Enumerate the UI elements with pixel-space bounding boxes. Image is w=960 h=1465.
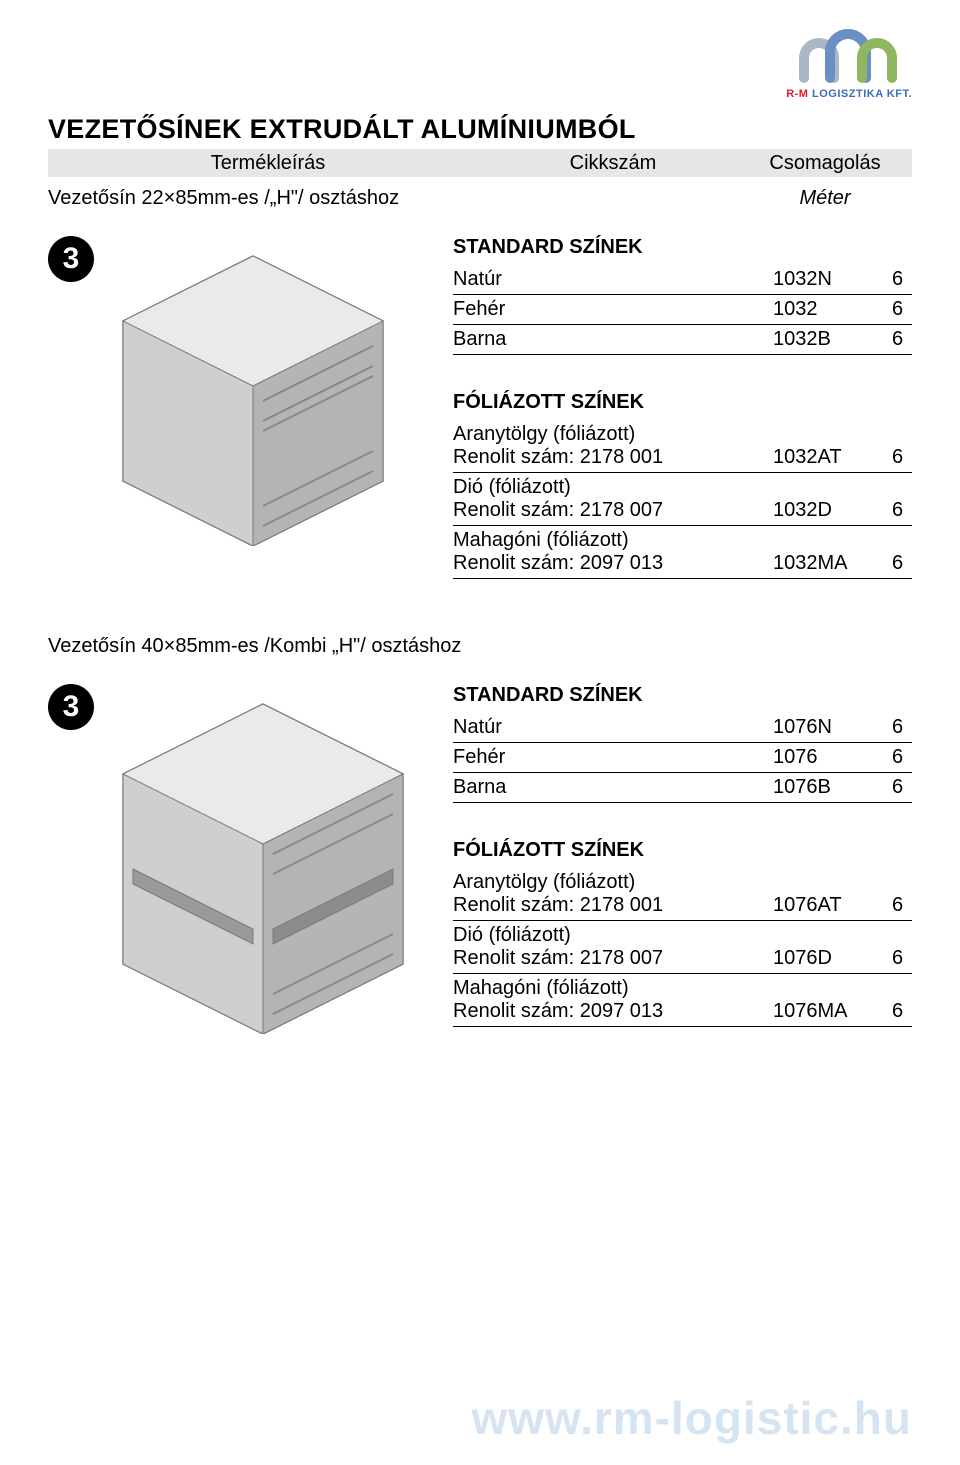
- table-row: Renolit szám: 2097 0131076MA6: [453, 1000, 912, 1027]
- section1-subtitle-row: Vezetősín 22×85mm-es /„H"/ osztáshoz Mét…: [48, 187, 912, 210]
- table-row: Aranytölgy (fóliázott): [453, 420, 912, 446]
- section2-subtitle: Vezetősín 40×85mm-es /Kombi „H"/ osztásh…: [48, 635, 912, 658]
- col-header-pack: Csomagolás: [738, 152, 912, 175]
- table-row: Natúr1076N6: [453, 713, 912, 743]
- sec1-foliated-table: Aranytölgy (fóliázott) Renolit szám: 217…: [453, 420, 912, 579]
- col-header-code: Cikkszám: [488, 152, 738, 175]
- page-title: VEZETŐSÍNEK EXTRUDÁLT ALUMÍNIUMBÓL: [48, 114, 912, 145]
- section1-subtitle: Vezetősín 22×85mm-es /„H"/ osztáshoz: [48, 187, 738, 210]
- company-logo: R-M LOGISZTIKA KFT.: [786, 18, 912, 100]
- table-row: Fehér10326: [453, 295, 912, 325]
- table-row: Dió (fóliázott): [453, 921, 912, 948]
- sec2-foliated-title: FÓLIÁZOTT SZÍNEK: [453, 839, 912, 862]
- table-row: Mahagóni (fóliázott): [453, 526, 912, 553]
- sec2-standard-title: STANDARD SZÍNEK: [453, 684, 912, 707]
- logo-icon: [794, 18, 904, 86]
- logo-text-red: R-M: [786, 88, 808, 100]
- watermark-url: www.rm-logistic.hu: [471, 1391, 912, 1445]
- sec2-standard-table: Natúr1076N6 Fehér10766 Barna1076B6: [453, 713, 912, 803]
- logo-text: R-M LOGISZTIKA KFT.: [786, 88, 912, 100]
- section1-unit: Méter: [738, 187, 912, 210]
- table-row: Mahagóni (fóliázott): [453, 974, 912, 1001]
- section1: 3 STANDARD SZÍ: [48, 236, 912, 579]
- table-row: Renolit szám: 2097 0131032MA6: [453, 552, 912, 579]
- logo-text-blue: LOGISZTIKA KFT.: [808, 88, 912, 100]
- table-row: Fehér10766: [453, 743, 912, 773]
- col-header-desc: Termékleírás: [48, 152, 488, 175]
- sec1-standard-table: Natúr1032N6 Fehér10326 Barna1032B6: [453, 265, 912, 355]
- profile-illustration-2: [103, 694, 453, 1039]
- table-row: Aranytölgy (fóliázott): [453, 868, 912, 894]
- profile-illustration-1: [103, 246, 453, 551]
- section2: 3 STA: [48, 684, 912, 1039]
- section1-badge: 3: [48, 236, 94, 282]
- sec1-foliated-title: FÓLIÁZOTT SZÍNEK: [453, 391, 912, 414]
- sec2-foliated-table: Aranytölgy (fóliázott) Renolit szám: 217…: [453, 868, 912, 1027]
- section2-badge: 3: [48, 684, 94, 730]
- table-row: Barna1076B6: [453, 773, 912, 803]
- table-row: Renolit szám: 2178 0011076AT6: [453, 894, 912, 921]
- table-row: Renolit szám: 2178 0011032AT6: [453, 446, 912, 473]
- sec1-standard-title: STANDARD SZÍNEK: [453, 236, 912, 259]
- column-header-bar: Termékleírás Cikkszám Csomagolás: [48, 149, 912, 177]
- table-row: Natúr1032N6: [453, 265, 912, 295]
- table-row: Dió (fóliázott): [453, 473, 912, 500]
- table-row: Renolit szám: 2178 0071076D6: [453, 947, 912, 974]
- table-row: Renolit szám: 2178 0071032D6: [453, 499, 912, 526]
- table-row: Barna1032B6: [453, 325, 912, 355]
